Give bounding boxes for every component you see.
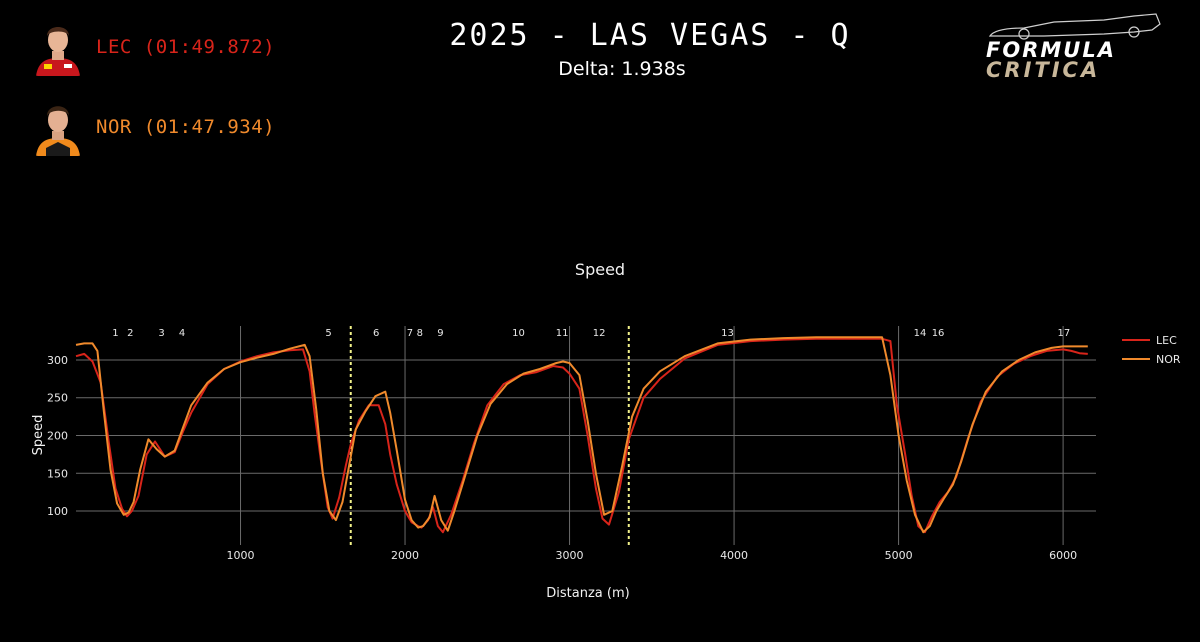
logo-text-critica: CRITICA bbox=[986, 58, 1101, 82]
x-tick-label: 2000 bbox=[391, 549, 419, 562]
nor-label: NOR (01:47.934) bbox=[96, 116, 276, 138]
corner-label-5: 5 bbox=[325, 328, 331, 339]
corner-label-6: 6 bbox=[373, 328, 379, 339]
corner-label-13: 13 bbox=[721, 328, 734, 339]
x-tick-label: 1000 bbox=[227, 549, 255, 562]
corner-label-9: 9 bbox=[437, 328, 443, 339]
corner-label-14: 14 bbox=[914, 328, 927, 339]
delta-subtitle: Delta: 1.938s bbox=[558, 58, 686, 80]
corner-label-16: 16 bbox=[932, 328, 945, 339]
corner-label-7: 7 bbox=[407, 328, 413, 339]
y-tick-label: 100 bbox=[47, 505, 68, 518]
corner-label-1: 1 bbox=[112, 328, 118, 339]
y-tick-label: 150 bbox=[47, 467, 68, 480]
x-tick-label: 5000 bbox=[885, 549, 913, 562]
page-title: 2025 - LAS VEGAS - Q bbox=[449, 18, 851, 53]
logo-text-formula: FORMULA bbox=[986, 38, 1116, 62]
corner-label-10: 10 bbox=[512, 328, 525, 339]
x-tick-label: 4000 bbox=[720, 549, 748, 562]
y-tick-label: 200 bbox=[47, 430, 68, 443]
formula-critica-logo: FORMULA CRITICA bbox=[984, 10, 1170, 84]
series-line-lec bbox=[75, 337, 1088, 534]
chart-title: Speed bbox=[575, 260, 625, 279]
lec-label: LEC (01:49.872) bbox=[96, 36, 276, 58]
series-line-nor bbox=[75, 336, 1088, 534]
x-tick-label: 3000 bbox=[556, 549, 584, 562]
x-axis-label: Distanza (m) bbox=[546, 586, 629, 601]
corner-label-2: 2 bbox=[127, 328, 133, 339]
corner-label-8: 8 bbox=[417, 328, 423, 339]
corner-label-3: 3 bbox=[158, 328, 164, 339]
y-tick-label: 250 bbox=[47, 392, 68, 405]
driver-lec: LEC (01:49.872) bbox=[34, 18, 275, 76]
y-tick-label: 300 bbox=[47, 354, 68, 367]
corner-label-4: 4 bbox=[179, 328, 185, 339]
corner-label-17: 17 bbox=[1058, 328, 1071, 339]
legend-label-lec: LEC bbox=[1156, 334, 1177, 347]
x-tick-label: 6000 bbox=[1049, 549, 1077, 562]
y-axis-label: Speed bbox=[31, 415, 46, 456]
nor-avatar bbox=[34, 98, 82, 156]
f1-car-outline-icon bbox=[988, 13, 1161, 40]
lec-avatar bbox=[34, 18, 82, 76]
legend-label-nor: NOR bbox=[1156, 353, 1181, 366]
corner-label-12: 12 bbox=[593, 328, 606, 339]
driver-nor: NOR (01:47.934) bbox=[34, 98, 275, 156]
corner-label-11: 11 bbox=[556, 328, 569, 339]
